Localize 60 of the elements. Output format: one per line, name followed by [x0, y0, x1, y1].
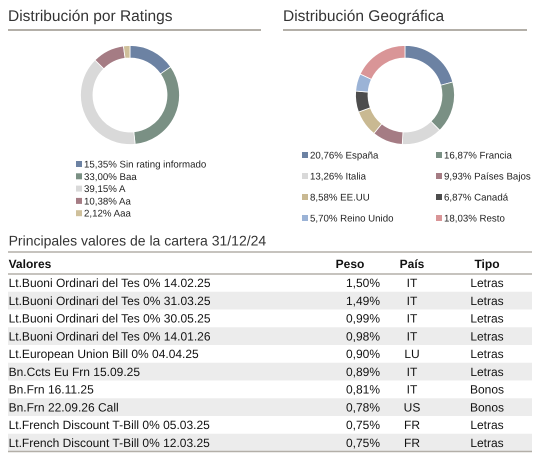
text: IT	[406, 364, 418, 379]
text: 0,99%	[346, 312, 380, 326]
text: Letras	[470, 364, 504, 379]
legend-label: 39,15% A	[84, 184, 126, 196]
text: Lt.Buoni Ordinari del Tes 0% 31.03.25	[8, 294, 211, 308]
text: Bonos	[470, 382, 504, 397]
text: Lt.European Union Bill 0% 04.04.25	[8, 347, 199, 362]
text: 0,98%	[346, 329, 380, 344]
text: 1,50%	[346, 276, 380, 290]
text: 0,81%	[346, 382, 380, 397]
text: Letras	[470, 436, 504, 450]
text: 0,75%	[346, 418, 380, 432]
category-label: Valores	[8, 257, 52, 271]
text: Lt.French Discount T-Bill 0% 05.03.25	[8, 418, 210, 432]
text: Lt.French Discount T-Bill 0% 12.03.25	[8, 436, 210, 450]
legend-label: 15,35% Sin rating informado	[84, 160, 206, 170]
legend-label: 20,76% España	[310, 150, 380, 162]
text: Letras	[470, 276, 504, 290]
text: Bonos	[470, 400, 504, 414]
text: IT	[406, 382, 418, 397]
text: Letras	[470, 294, 504, 308]
text: 0,78%	[346, 400, 380, 414]
text: Bn.Frn 22.09.26 Call	[8, 400, 119, 414]
text: Lt.Buoni Ordinari del Tes 0% 30.05.25	[8, 312, 211, 326]
legend-label: 16,87% Francia	[444, 150, 512, 162]
text: Lt.Buoni Ordinari del Tes 0% 14.02.25	[8, 276, 211, 290]
legend-label: 18,03% Resto	[444, 214, 505, 224]
text: FR	[404, 418, 420, 432]
legend-label: 33,00% Baa	[84, 172, 138, 183]
text: Letras	[470, 347, 504, 362]
text: Lt.Buoni Ordinari del Tes 0% 14.01.26	[8, 329, 211, 344]
text: 0,89%	[346, 364, 380, 379]
text: Letras	[470, 312, 504, 326]
category-label: Peso	[336, 257, 364, 271]
text: IT	[406, 329, 418, 344]
text: LU	[404, 347, 420, 362]
text: IT	[406, 312, 418, 326]
legend-label: 5,70% Reino Unido	[310, 214, 394, 224]
chart-title: Distribución por Ratings	[8, 8, 173, 25]
text: Letras	[470, 329, 504, 344]
text: Bn.Frn 16.11.25	[8, 382, 94, 397]
legend-label: 6,87% Canadá	[444, 192, 509, 204]
legend-label: 8,58% EE.UU	[310, 192, 370, 204]
text: FR	[404, 436, 420, 450]
text: Letras	[470, 418, 504, 432]
text: Bn.Ccts Eu Frn 15.09.25	[8, 364, 140, 379]
legend-label: 10,38% Aa	[84, 196, 132, 208]
text: 0,90%	[346, 347, 380, 362]
category-label: País	[400, 257, 425, 271]
legend-label: 9,93% Países Bajos	[444, 172, 531, 182]
legend-label: 2,12% Aaa	[84, 208, 132, 220]
text: 1,49%	[346, 294, 380, 308]
text: US	[404, 400, 420, 414]
chart-title: Distribución Geográfica	[283, 8, 444, 25]
category-label: Tipo	[474, 257, 500, 271]
legend-label: 13,26% Italia	[310, 172, 367, 182]
text: IT	[406, 276, 418, 290]
text: Principales valores de la cartera 31/12/24	[8, 232, 266, 248]
text: IT	[406, 294, 418, 308]
text: 0,75%	[346, 436, 380, 450]
